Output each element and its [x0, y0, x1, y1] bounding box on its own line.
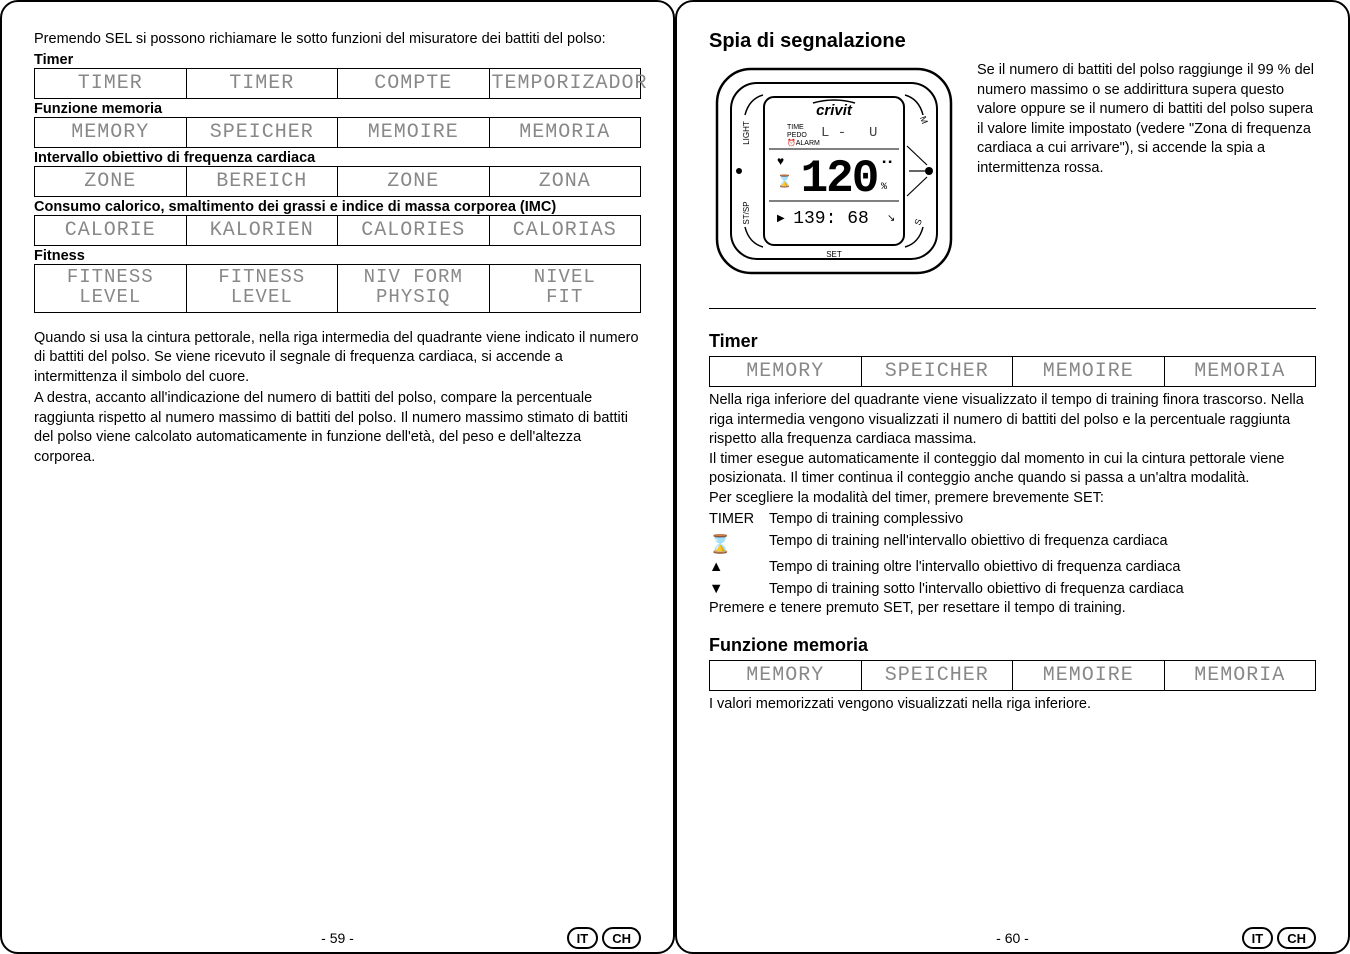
- lcd-cell: NIVEL FIT: [489, 264, 641, 312]
- paragraph-1: Quando si usa la cintura pettorale, nell…: [34, 329, 641, 388]
- lang-it: IT: [567, 927, 599, 949]
- spia-row: crivit TIME PEDO ⏰ALARM L - U ♥ ⌛ 120 ▪▪…: [709, 61, 1316, 286]
- svg-text:⌛: ⌛: [777, 174, 792, 188]
- def-val-3: Tempo di training sotto l'intervallo obi…: [769, 580, 1316, 600]
- lcd-cell: ZONA: [489, 166, 641, 196]
- lcd-cell: CALORIE: [35, 215, 187, 245]
- memoria-after: I valori memorizzati vengono visualizzat…: [709, 695, 1316, 715]
- memoria-table: MEMORY SPEICHER MEMOIRE MEMORIA: [709, 660, 1316, 691]
- lcd-cell: TIMER: [35, 68, 187, 98]
- timer-definitions: TIMER Tempo di training complessivo ⌛ Te…: [709, 510, 1316, 599]
- lcd-table: CALORIEKALORIENCALORIESCALORIAS: [34, 215, 641, 246]
- language-badges: IT CH: [1242, 927, 1316, 949]
- def-key-3: ▼: [709, 580, 769, 600]
- lcd-cell: NIV FORM PHYSIQ: [338, 264, 490, 312]
- timer-table: MEMORY SPEICHER MEMOIRE MEMORIA: [709, 356, 1316, 387]
- lcd-cell: TEMPORIZADOR: [489, 68, 641, 98]
- svg-text:139: 68: 139: 68: [793, 209, 869, 229]
- svg-text:SET: SET: [826, 250, 842, 259]
- def-key-2: ▲: [709, 558, 769, 578]
- section-label: Consumo calorico, smaltimento dei grassi…: [34, 199, 641, 215]
- svg-text:♥: ♥: [777, 154, 784, 168]
- lcd-cell: MEMORY: [35, 117, 187, 147]
- section-label: Intervallo obiettivo di frequenza cardia…: [34, 150, 641, 166]
- lcd-cell: TIMER: [186, 68, 338, 98]
- lcd-cell: COMPTE: [338, 68, 490, 98]
- def-key-0: TIMER: [709, 510, 769, 530]
- lcd-cell: ZONE: [338, 166, 490, 196]
- lcd-cell: MEMORIA: [489, 117, 641, 147]
- memoria-cell-0: MEMORY: [710, 660, 862, 690]
- timer-cell-3: MEMORIA: [1164, 357, 1316, 387]
- memoria-cell-1: SPEICHER: [861, 660, 1013, 690]
- lcd-cell: CALORIES: [338, 215, 490, 245]
- lang-it: IT: [1242, 927, 1274, 949]
- svg-text:LIGHT: LIGHT: [742, 121, 751, 145]
- svg-text:S: S: [912, 217, 923, 226]
- lcd-cell: BEREICH: [186, 166, 338, 196]
- lcd-table: ZONEBEREICHZONEZONA: [34, 166, 641, 197]
- spia-heading: Spia di segnalazione: [709, 30, 1316, 53]
- timer-cell-2: MEMOIRE: [1013, 357, 1165, 387]
- svg-text:U: U: [869, 125, 877, 141]
- svg-text:M: M: [918, 115, 930, 125]
- intro-text: Premendo SEL si possono richiamare le so…: [34, 30, 641, 50]
- page-59: Premendo SEL si possono richiamare le so…: [0, 0, 675, 954]
- lcd-cell: KALORIEN: [186, 215, 338, 245]
- svg-text:%: %: [881, 182, 887, 193]
- svg-text:↘: ↘: [887, 213, 895, 224]
- section-label: Funzione memoria: [34, 101, 641, 117]
- svg-text:⏰ALARM: ⏰ALARM: [787, 138, 820, 147]
- page-number: - 59 -: [321, 930, 354, 946]
- lcd-cell: FITNESS LEVEL: [35, 264, 187, 312]
- def-key-1: ⌛: [709, 532, 769, 556]
- svg-text:▶: ▶: [777, 213, 785, 224]
- lcd-table: FITNESS LEVELFITNESS LEVELNIV FORM PHYSI…: [34, 264, 641, 313]
- lcd-cell: FITNESS LEVEL: [186, 264, 338, 312]
- lcd-table: MEMORYSPEICHERMEMOIREMEMORIA: [34, 117, 641, 148]
- def-val-1: Tempo di training nell'intervallo obiett…: [769, 532, 1316, 556]
- lcd-cell: ZONE: [35, 166, 187, 196]
- lcd-cell: MEMOIRE: [338, 117, 490, 147]
- def-val-2: Tempo di training oltre l'intervallo obi…: [769, 558, 1316, 578]
- memoria-heading: Funzione memoria: [709, 635, 1316, 656]
- timer-cell-0: MEMORY: [710, 357, 862, 387]
- timer-paragraph: Nella riga inferiore del quadrante viene…: [709, 391, 1316, 508]
- memoria-cell-2: MEMOIRE: [1013, 660, 1165, 690]
- spia-text: Se il numero di battiti del polso raggiu…: [977, 61, 1316, 286]
- memoria-cell-3: MEMORIA: [1164, 660, 1316, 690]
- watch-brand: crivit: [816, 102, 853, 119]
- lcd-cell: SPEICHER: [186, 117, 338, 147]
- paragraph-2: A destra, accanto all'indicazione del nu…: [34, 389, 641, 467]
- timer-heading: Timer: [709, 331, 1316, 352]
- svg-text:TIME: TIME: [787, 124, 804, 131]
- svg-text:▪▪: ▪▪: [881, 158, 893, 169]
- timer-cell-1: SPEICHER: [861, 357, 1013, 387]
- svg-text:PEDO: PEDO: [787, 132, 807, 139]
- lcd-table: TIMERTIMERCOMPTETEMPORIZADOR: [34, 68, 641, 99]
- lang-ch: CH: [1277, 927, 1316, 949]
- divider: [709, 308, 1316, 309]
- page-number: - 60 -: [996, 930, 1029, 946]
- svg-text:L -: L -: [821, 125, 846, 141]
- lang-ch: CH: [602, 927, 641, 949]
- svg-text:120: 120: [801, 153, 878, 205]
- timer-after: Premere e tenere premuto SET, per resett…: [709, 599, 1316, 619]
- svg-text:ST/SP: ST/SP: [742, 201, 751, 224]
- sections-container: TimerTIMERTIMERCOMPTETEMPORIZADORFunzion…: [34, 50, 641, 313]
- section-label: Timer: [34, 52, 641, 68]
- def-val-0: Tempo di training complessivo: [769, 510, 1316, 530]
- section-label: Fitness: [34, 248, 641, 264]
- lcd-cell: CALORIAS: [489, 215, 641, 245]
- language-badges: IT CH: [567, 927, 641, 949]
- page-60: Spia di segnalazione crivit TIME PEDO ⏰A…: [675, 0, 1350, 954]
- watch-illustration: crivit TIME PEDO ⏰ALARM L - U ♥ ⌛ 120 ▪▪…: [709, 61, 959, 286]
